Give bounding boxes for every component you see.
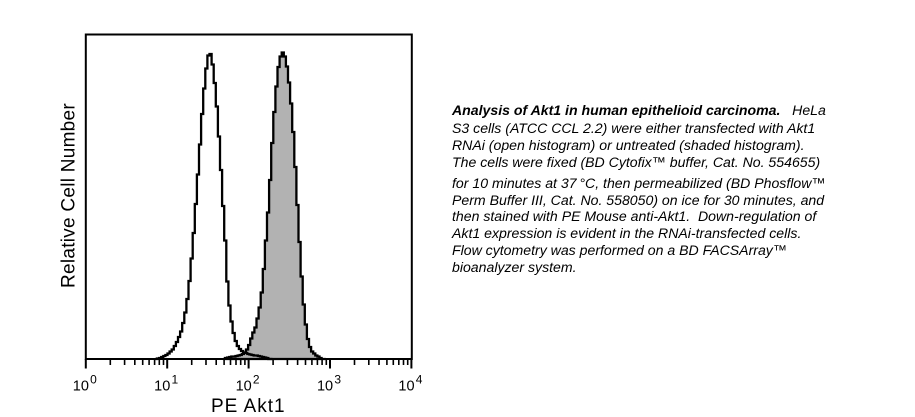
svg-text:PE Akt1: PE Akt1: [211, 396, 286, 417]
svg-text:102: 102: [236, 373, 260, 395]
svg-text:104: 104: [398, 373, 422, 395]
svg-text:100: 100: [73, 373, 97, 395]
svg-text:Relative Cell Number: Relative Cell Number: [59, 103, 80, 288]
svg-text:101: 101: [154, 373, 178, 395]
svg-text:103: 103: [317, 373, 341, 395]
